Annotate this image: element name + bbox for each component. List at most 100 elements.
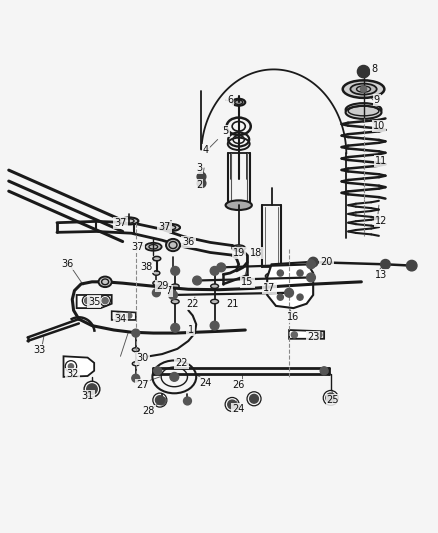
Ellipse shape (346, 106, 381, 119)
Circle shape (85, 297, 91, 304)
Circle shape (381, 260, 390, 269)
Circle shape (68, 364, 74, 369)
Text: 4: 4 (203, 146, 209, 156)
Ellipse shape (99, 277, 112, 287)
Text: 11: 11 (375, 156, 387, 166)
Circle shape (152, 289, 160, 297)
Polygon shape (77, 295, 112, 308)
Circle shape (210, 321, 219, 330)
Ellipse shape (226, 200, 252, 210)
Text: 6: 6 (227, 95, 233, 105)
Text: 15: 15 (241, 277, 254, 287)
Ellipse shape (211, 284, 219, 288)
Text: 5: 5 (223, 126, 229, 136)
Circle shape (132, 374, 140, 382)
Text: 16: 16 (287, 312, 300, 322)
Ellipse shape (166, 239, 180, 251)
Circle shape (277, 294, 283, 300)
Text: 22: 22 (176, 358, 188, 368)
Circle shape (171, 324, 180, 332)
Circle shape (155, 395, 164, 405)
Circle shape (116, 313, 121, 318)
Ellipse shape (232, 245, 245, 251)
Text: 30: 30 (136, 353, 148, 364)
Circle shape (197, 179, 206, 188)
Ellipse shape (346, 103, 381, 116)
Circle shape (154, 367, 162, 375)
Text: 24: 24 (233, 404, 245, 414)
Text: 37: 37 (158, 222, 170, 232)
Text: 18: 18 (250, 248, 262, 259)
Text: 19: 19 (233, 248, 245, 259)
Polygon shape (267, 262, 313, 308)
Circle shape (297, 294, 303, 300)
Circle shape (326, 393, 336, 403)
Text: 28: 28 (143, 406, 155, 416)
Circle shape (127, 313, 132, 318)
Text: 3: 3 (196, 163, 202, 173)
Text: 36: 36 (62, 260, 74, 269)
Text: 2: 2 (196, 181, 202, 190)
Circle shape (236, 246, 241, 251)
Text: 22: 22 (187, 298, 199, 309)
Polygon shape (112, 311, 136, 320)
Text: 8: 8 (371, 64, 378, 75)
Text: 13: 13 (375, 270, 387, 280)
Polygon shape (289, 330, 324, 339)
Text: 33: 33 (33, 345, 46, 355)
Text: 36: 36 (182, 237, 194, 247)
Text: 24: 24 (200, 377, 212, 387)
Text: 37: 37 (132, 242, 144, 252)
Circle shape (87, 384, 97, 394)
Circle shape (169, 290, 177, 300)
Text: 23: 23 (307, 332, 319, 342)
Circle shape (170, 373, 179, 381)
Circle shape (158, 397, 166, 405)
Ellipse shape (145, 243, 162, 251)
Circle shape (277, 270, 283, 276)
Ellipse shape (343, 80, 384, 98)
Circle shape (307, 260, 315, 269)
Circle shape (184, 397, 191, 405)
Circle shape (320, 367, 328, 375)
Circle shape (285, 288, 293, 297)
Text: 31: 31 (81, 391, 94, 401)
Text: 1: 1 (187, 325, 194, 335)
Ellipse shape (171, 284, 179, 288)
Ellipse shape (171, 300, 179, 304)
Text: 21: 21 (226, 298, 238, 309)
Circle shape (171, 266, 180, 275)
Ellipse shape (132, 348, 139, 352)
Circle shape (307, 273, 315, 282)
Text: 34: 34 (114, 314, 127, 324)
Circle shape (360, 86, 367, 92)
Ellipse shape (132, 362, 139, 366)
Circle shape (406, 260, 417, 271)
Circle shape (297, 270, 303, 276)
Ellipse shape (153, 281, 160, 285)
Ellipse shape (350, 84, 377, 94)
Text: 25: 25 (327, 395, 339, 405)
Text: 29: 29 (156, 281, 168, 291)
Circle shape (291, 332, 297, 338)
Circle shape (193, 276, 201, 285)
Ellipse shape (265, 273, 278, 279)
Ellipse shape (153, 256, 161, 261)
Circle shape (197, 172, 206, 181)
Text: 32: 32 (66, 369, 78, 379)
Text: 37: 37 (114, 217, 127, 228)
Circle shape (228, 400, 237, 409)
Polygon shape (64, 356, 94, 377)
Circle shape (102, 297, 108, 304)
Text: 7: 7 (166, 286, 172, 296)
Circle shape (132, 329, 140, 337)
Text: 12: 12 (375, 215, 387, 225)
Text: 10: 10 (373, 122, 385, 131)
Ellipse shape (211, 300, 219, 304)
Text: 38: 38 (141, 262, 153, 272)
Circle shape (250, 394, 258, 403)
Ellipse shape (232, 99, 245, 106)
Text: 9: 9 (374, 95, 380, 105)
Text: 17: 17 (263, 284, 276, 293)
Text: 20: 20 (320, 257, 332, 267)
